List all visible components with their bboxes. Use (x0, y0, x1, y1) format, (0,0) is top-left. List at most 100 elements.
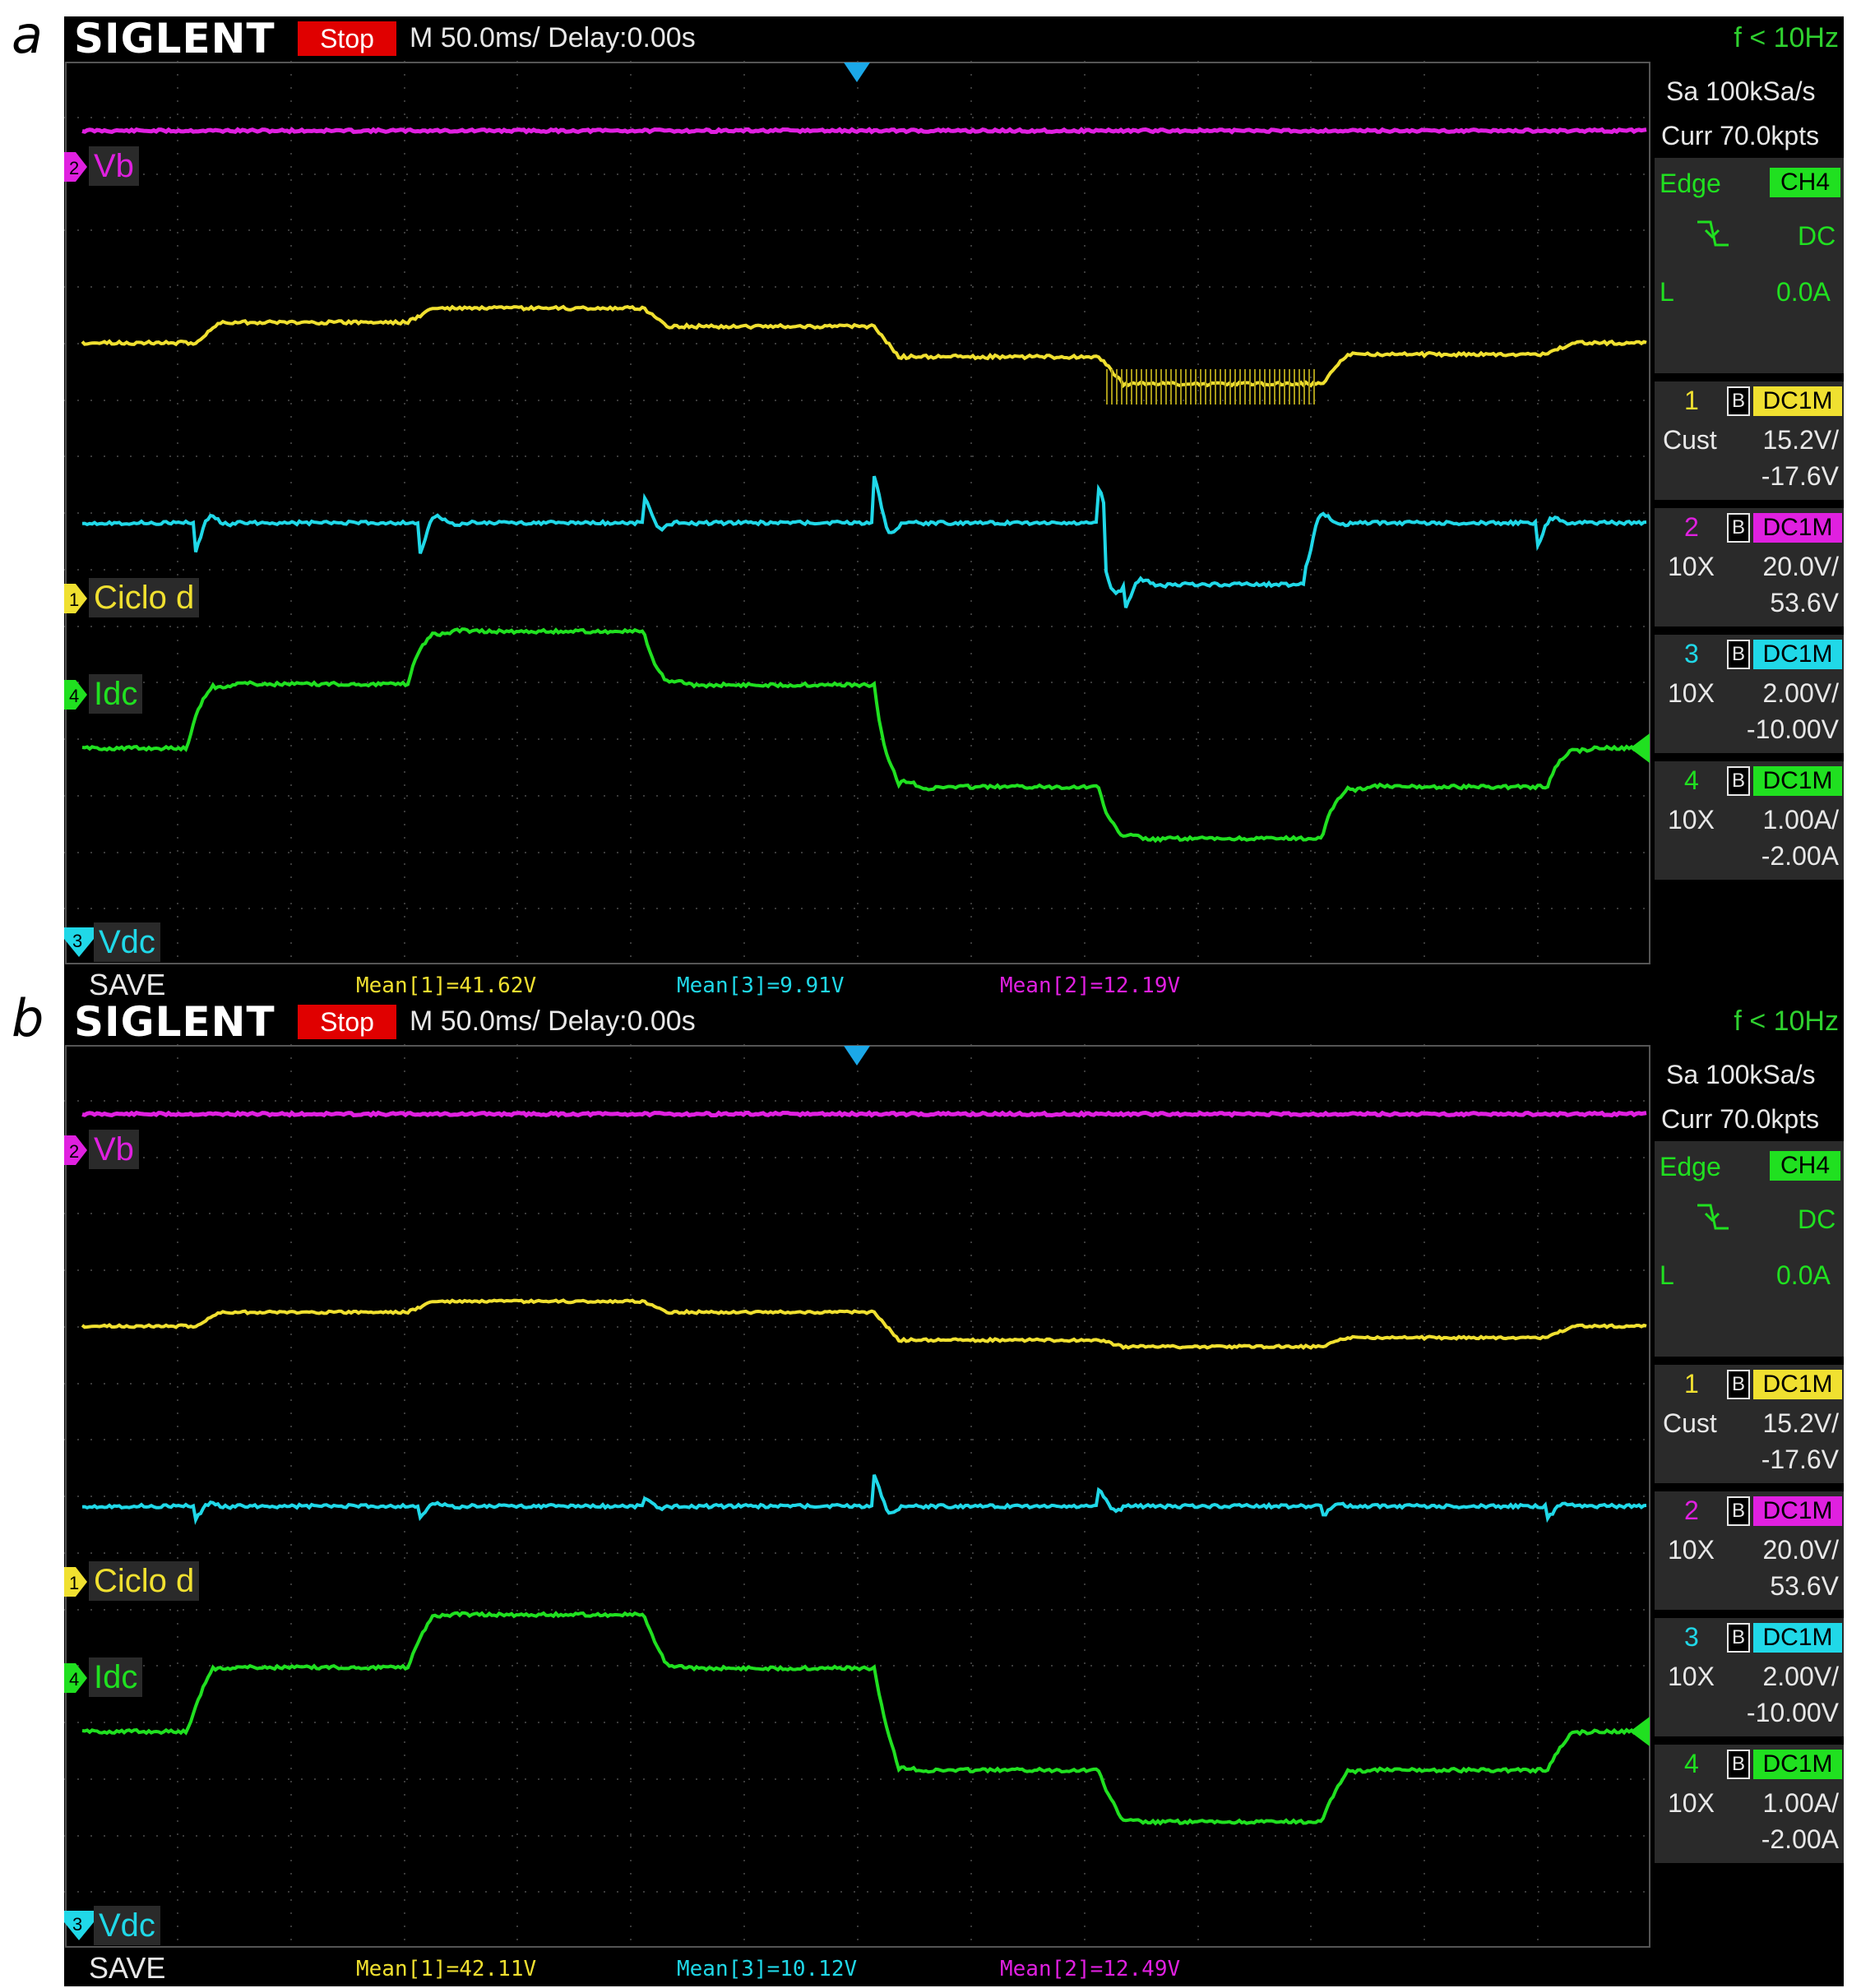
ch4-coupling: DC1M (1753, 1750, 1842, 1779)
sample-rate-readout: Sa 100kSa/s (1666, 1060, 1816, 1089)
ch4-marker-num: 4 (69, 686, 79, 706)
ch4-bw-limit: B (1727, 1750, 1750, 1779)
ch1-marker[interactable]: 1 (64, 1567, 87, 1601)
trigger-block[interactable]: Edge CH4 DC L 0.0A (1655, 1141, 1844, 1357)
ch3-marker[interactable]: 3 (64, 1911, 94, 1944)
ch4-num: 4 (1684, 1749, 1699, 1778)
ch3-waveform (81, 1474, 1647, 1525)
trigger-source: CH4 (1770, 1151, 1840, 1181)
ch1-noise-band (1106, 369, 1315, 405)
ch4-scale: 1.00A/ (1762, 805, 1839, 834)
side-info-panel: Sa 100kSa/s Curr 70.0kpts Edge CH4 DC L … (1655, 1044, 1844, 1986)
scope-screen-a: SIGLENT Stop M 50.0ms/ Delay:0.00s f < 1… (64, 16, 1844, 1003)
falling-edge-icon (1694, 217, 1732, 254)
siglent-logo: SIGLENT (74, 16, 275, 62)
ch3-offset: -10.00V (1746, 714, 1839, 744)
ch4-probe: 10X (1668, 805, 1715, 834)
ch4-marker[interactable]: 4 (64, 1663, 87, 1697)
trigger-block[interactable]: Edge CH4 DC L 0.0A (1655, 158, 1844, 373)
frequency-readout: f < 10Hz (1734, 22, 1839, 53)
frequency-readout: f < 10Hz (1734, 1006, 1839, 1037)
sample-rate-readout: Sa 100kSa/s (1666, 76, 1816, 106)
ch4-marker-num: 4 (69, 1669, 79, 1690)
timebase-readout[interactable]: M 50.0ms/ Delay:0.00s (410, 1006, 696, 1037)
ch3-settings-block[interactable]: 3 B DC1M 10X 2.00V/ -10.00V (1655, 1618, 1844, 1736)
ch1-label-ciclo: Ciclo d (89, 1561, 200, 1601)
ch2-scale: 20.0V/ (1762, 552, 1839, 581)
save-label[interactable]: SAVE (89, 968, 166, 1001)
ch1-label-ciclo: Ciclo d (89, 578, 200, 617)
ch4-waveform (81, 1611, 1647, 1826)
trigger-type: Edge (1660, 169, 1721, 198)
ch2-offset: 53.6V (1770, 1571, 1839, 1601)
measure-mean-3: Mean[3]=10.12V (677, 1957, 858, 1981)
ch3-settings-block[interactable]: 3 B DC1M 10X 2.00V/ -10.00V (1655, 635, 1844, 753)
ch3-coupling: DC1M (1753, 1623, 1842, 1653)
ch2-marker-num: 2 (69, 1141, 79, 1162)
ch1-settings-block[interactable]: 1 B DC1M Cust 15.2V/ -17.6V (1655, 381, 1844, 500)
waveform-grid[interactable] (64, 1044, 1651, 1949)
ch3-marker[interactable]: 3 (64, 927, 94, 961)
ch4-offset: -2.00A (1761, 841, 1839, 871)
ch1-bw-limit: B (1727, 1370, 1750, 1399)
save-label[interactable]: SAVE (89, 1951, 166, 1985)
ch4-settings-block[interactable]: 4 B DC1M 10X 1.00A/ -2.00A (1655, 761, 1844, 880)
ch2-offset: 53.6V (1770, 588, 1839, 617)
panel-letter-b: b (12, 988, 44, 1048)
trigger-position-icon (844, 62, 870, 82)
ch1-waveform (81, 304, 1647, 389)
ch3-label-vdc: Vdc (94, 922, 160, 962)
ch4-settings-block[interactable]: 4 B DC1M 10X 1.00A/ -2.00A (1655, 1745, 1844, 1863)
ch2-bw-limit: B (1727, 1496, 1750, 1526)
timebase-readout[interactable]: M 50.0ms/ Delay:0.00s (410, 22, 696, 53)
ch2-settings-block[interactable]: 2 B DC1M 10X 20.0V/ 53.6V (1655, 508, 1844, 626)
ch1-coupling: DC1M (1753, 1370, 1842, 1399)
ch1-num: 1 (1684, 386, 1699, 415)
run-stop-badge[interactable]: Stop (298, 21, 396, 56)
ch1-offset: -17.6V (1761, 461, 1839, 491)
ch3-num: 3 (1684, 639, 1699, 668)
ch1-scale: 15.2V/ (1762, 425, 1839, 455)
trigger-coupling: DC (1798, 1204, 1836, 1234)
bottom-status-bar: SAVE Mean[1]=42.11V Mean[3]=10.12V Mean[… (64, 1949, 1651, 1986)
trigger-level-icon (1630, 1717, 1650, 1746)
trigger-coupling: DC (1798, 221, 1836, 251)
ch1-waveform (81, 1298, 1647, 1350)
trigger-level-prefix: L (1660, 277, 1674, 307)
measure-mean-2: Mean[2]=12.19V (1000, 973, 1181, 998)
ch1-offset: -17.6V (1761, 1445, 1839, 1474)
ch2-num: 2 (1684, 512, 1699, 542)
trigger-level-prefix: L (1660, 1260, 1674, 1290)
ch4-label-idc: Idc (89, 674, 143, 714)
ch3-label-vdc: Vdc (94, 1906, 160, 1945)
ch2-coupling: DC1M (1753, 1496, 1842, 1526)
top-status-bar: SIGLENT Stop M 50.0ms/ Delay:0.00s f < 1… (64, 16, 1844, 62)
ch2-marker[interactable]: 2 (64, 152, 87, 186)
ch3-probe: 10X (1668, 1662, 1715, 1691)
trigger-level-value: 0.0A (1776, 277, 1831, 307)
ch2-marker[interactable]: 2 (64, 1135, 87, 1169)
measure-mean-2: Mean[2]=12.49V (1000, 1957, 1181, 1981)
trigger-level-value: 0.0A (1776, 1260, 1831, 1290)
ch1-marker[interactable]: 1 (64, 584, 87, 617)
ch3-bw-limit: B (1727, 640, 1750, 669)
ch4-waveform (81, 627, 1647, 844)
falling-edge-icon (1694, 1200, 1732, 1237)
ch3-scale: 2.00V/ (1762, 678, 1839, 708)
run-stop-badge[interactable]: Stop (298, 1005, 396, 1039)
trigger-source: CH4 (1770, 168, 1840, 197)
ch1-settings-block[interactable]: 1 B DC1M Cust 15.2V/ -17.6V (1655, 1365, 1844, 1483)
waveform-grid[interactable] (64, 61, 1651, 965)
ch2-settings-block[interactable]: 2 B DC1M 10X 20.0V/ 53.6V (1655, 1491, 1844, 1610)
scope-screen-b: SIGLENT Stop M 50.0ms/ Delay:0.00s f < 1… (64, 1000, 1844, 1986)
ch3-num: 3 (1684, 1622, 1699, 1652)
ch1-probe: Cust (1663, 425, 1717, 455)
trigger-type: Edge (1660, 1152, 1721, 1181)
ch2-scale: 20.0V/ (1762, 1535, 1839, 1565)
ch2-label-vb: Vb (89, 146, 139, 186)
ch1-scale: 15.2V/ (1762, 1408, 1839, 1438)
siglent-logo: SIGLENT (74, 1000, 275, 1046)
ch1-probe: Cust (1663, 1408, 1717, 1438)
bottom-status-bar: SAVE Mean[1]=41.62V Mean[3]=9.91V Mean[2… (64, 965, 1651, 1003)
ch4-marker[interactable]: 4 (64, 680, 87, 714)
